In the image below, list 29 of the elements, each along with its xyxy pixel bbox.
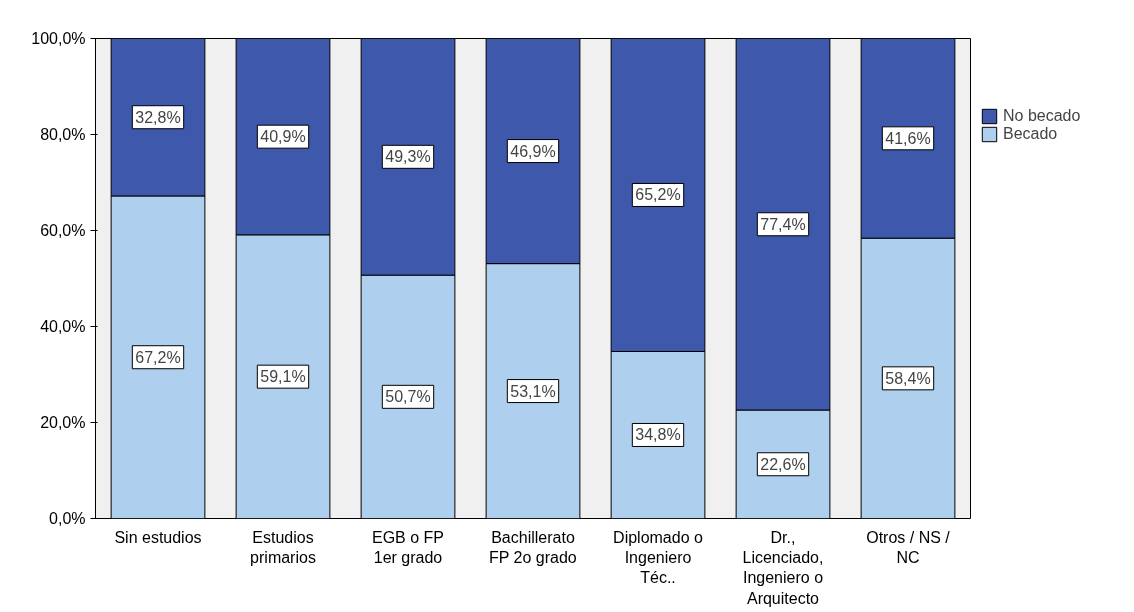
legend-label: Becado [1003,125,1058,143]
x-tick-label: Diplomado o Ingeniero Téc.. [613,528,704,587]
data-label: 59,1% [260,368,306,386]
y-tick-label: 80,0% [40,126,86,143]
y-tick-label: 20,0% [40,414,86,431]
y-tick-label: 60,0% [40,222,86,239]
data-label: 65,2% [635,186,681,204]
x-tick-label: EGB o FP 1er grado [371,528,445,566]
y-tick-label: 100,0% [31,30,86,47]
data-label: 22,6% [760,455,806,473]
data-label: 40,9% [260,128,306,146]
x-tick-label: Otros / NS / NC [866,528,951,566]
y-tick-label: 40,0% [40,318,86,335]
data-label: 32,8% [135,108,181,126]
data-label: 49,3% [385,148,431,166]
legend-label: No becado [1003,107,1081,125]
x-tick-label: Sin estudios [114,528,202,546]
x-tick-label: Bachillerato FP 2o grado [488,528,577,566]
data-label: 77,4% [760,215,806,233]
data-label: 34,8% [635,426,681,444]
data-label: 67,2% [135,348,181,366]
x-tick-label: Dr., Licenciado, Ingeniero o Arquitecto [742,528,824,607]
data-label: 41,6% [885,129,931,147]
data-label: 53,1% [510,382,556,400]
data-label: 50,7% [385,388,431,406]
y-tick-label: 0,0% [49,510,86,527]
data-label: 58,4% [885,369,931,387]
data-label: 46,9% [510,142,556,160]
x-tick-label: Estudios primarios [250,528,316,566]
